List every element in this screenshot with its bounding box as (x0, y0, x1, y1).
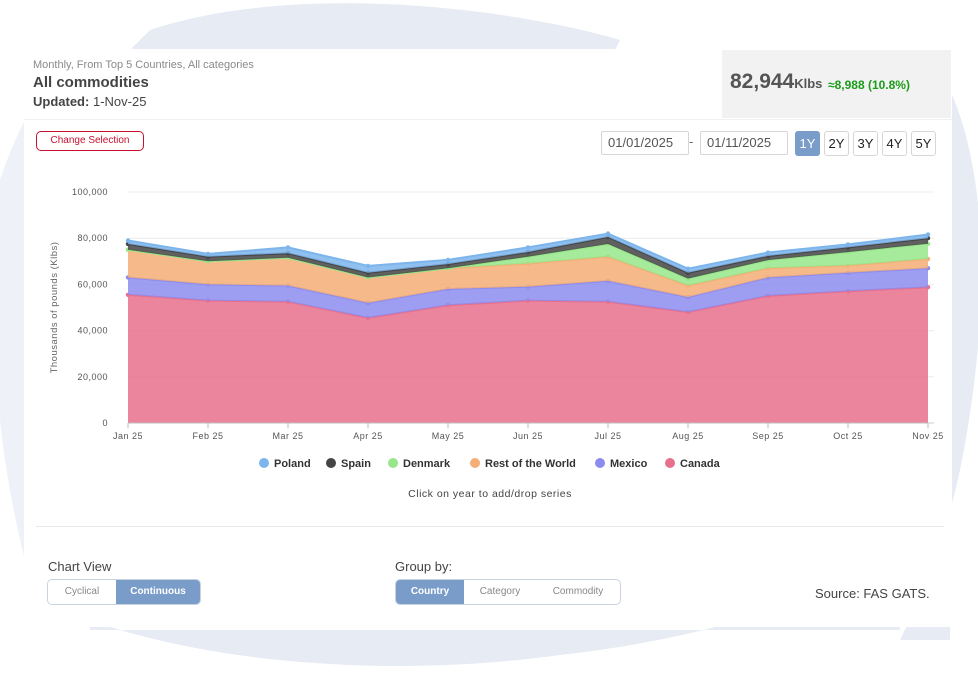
header-divider (24, 119, 952, 120)
year-button-3y[interactable]: 3Y (853, 131, 878, 156)
legend-item-denmark[interactable]: Denmark (388, 458, 451, 470)
point-poland (445, 257, 451, 263)
legend-label-canada: Canada (680, 458, 721, 470)
date-to-input[interactable]: 01/11/2025 (700, 131, 788, 155)
y-tick-label: 40,000 (77, 326, 108, 336)
point-poland (925, 232, 931, 237)
point-poland (685, 266, 691, 271)
chart-title: All commodities (33, 74, 149, 91)
group-by-toggle: Country Category Commodity (395, 579, 621, 605)
year-button-1y[interactable]: 1Y (795, 131, 820, 156)
area-poland (128, 233, 928, 273)
y-tick-label: 100,000 (72, 187, 108, 197)
controls-divider (36, 526, 944, 527)
legend-item-spain[interactable]: Spain (326, 458, 371, 470)
legend-label-denmark: Denmark (403, 458, 451, 470)
area-canada (128, 287, 928, 423)
x-tick-label: Mar 25 (272, 431, 303, 441)
change-selection-button[interactable]: Change Selection (36, 131, 144, 151)
area-mexico (128, 268, 928, 318)
point-poland (605, 231, 611, 236)
legend-marker-canada (665, 458, 675, 468)
kpi-unit: Klbs (794, 76, 823, 91)
area-rest-of-the-world (128, 249, 928, 303)
legend-item-rest-of-the-world[interactable]: Rest of the World (470, 458, 576, 470)
legend-marker-poland (259, 458, 269, 468)
y-tick-label: 0 (102, 418, 108, 428)
point-poland (525, 245, 531, 250)
point-poland (285, 245, 291, 250)
kpi-change: ≈8,988 (10.8%) (828, 78, 910, 92)
x-tick-label: Feb 25 (192, 431, 223, 441)
kpi-value-line: 82,944Klbs (730, 70, 822, 94)
year-button-5y[interactable]: 5Y (911, 131, 936, 156)
chart-view-option-cyclical[interactable]: Cyclical (64, 586, 100, 597)
area-spain (128, 237, 928, 279)
legend-marker-mexico (595, 458, 605, 468)
point-poland (765, 250, 771, 255)
point-poland (205, 251, 211, 257)
x-tick-label: Oct 25 (833, 431, 863, 441)
year-button-2y[interactable]: 2Y (824, 131, 849, 156)
stacked-area-chart: 0 20,000 40,000 60,000 80,000 100,000 Thousand… (49, 187, 944, 500)
area-denmark (128, 243, 928, 286)
legend-marker-spain (326, 458, 336, 468)
group-by-option-commodity[interactable]: Commodity (552, 586, 604, 597)
x-tick-label: Aug 25 (672, 431, 704, 441)
date-separator: - (689, 134, 694, 149)
chart-view-option-continuous[interactable]: Continuous (116, 580, 200, 604)
legend-item-canada[interactable]: Canada (665, 458, 721, 470)
group-by-label: Group by: (395, 559, 453, 574)
legend-marker-denmark (388, 458, 398, 468)
legend-label-spain: Spain (341, 458, 371, 470)
point-poland (365, 263, 371, 269)
x-tick-label: Apr 25 (353, 431, 383, 441)
legend-label-rest-of-the-world: Rest of the World (485, 458, 576, 470)
x-tick-label: Jan 25 (113, 431, 143, 441)
legend-marker-rest-of-the-world (470, 458, 480, 468)
date-from-input[interactable]: 01/01/2025 (601, 131, 689, 155)
chart-view-label: Chart View (48, 559, 112, 574)
y-axis-label: Thousands of pounds (Klbs) (49, 242, 60, 374)
x-tick-label: Jul 25 (594, 431, 621, 441)
point-poland (845, 242, 851, 247)
legend-label-mexico: Mexico (610, 458, 648, 470)
updated-value: 1-Nov-25 (92, 94, 147, 109)
updated-line: Updated: 1-Nov-25 (33, 94, 146, 109)
chart-view-toggle: Cyclical Continuous (47, 579, 201, 605)
point-poland (125, 238, 131, 243)
y-tick-label: 60,000 (77, 279, 108, 289)
kpi-panel: 82,944Klbs ≈8,988 (10.8%) (722, 50, 951, 118)
legend-item-mexico[interactable]: Mexico (595, 458, 648, 470)
x-tick-label: May 25 (432, 431, 465, 441)
y-tick-label: 20,000 (77, 372, 108, 382)
chart-subtitle: Monthly, From Top 5 Countries, All categ… (33, 59, 254, 71)
updated-label: Updated: (33, 94, 90, 109)
chart-footnote: Click on year to add/drop series (408, 488, 572, 500)
group-by-option-country[interactable]: Country (396, 580, 464, 604)
y-tick-label: 80,000 (77, 233, 108, 243)
source-note: Source: FAS GATS. (815, 586, 930, 601)
year-button-4y[interactable]: 4Y (882, 131, 907, 156)
legend-label-poland: Poland (274, 458, 311, 470)
group-by-option-category[interactable]: Category (479, 586, 521, 597)
chart-card: Monthly, From Top 5 Countries, All categ… (24, 49, 952, 627)
x-tick-label: Sep 25 (752, 431, 784, 441)
legend-item-poland[interactable]: Poland (259, 458, 311, 470)
x-tick-label: Nov 25 (912, 431, 944, 441)
kpi-value: 82,944 (730, 70, 795, 93)
x-tick-label: Jun 25 (513, 431, 543, 441)
